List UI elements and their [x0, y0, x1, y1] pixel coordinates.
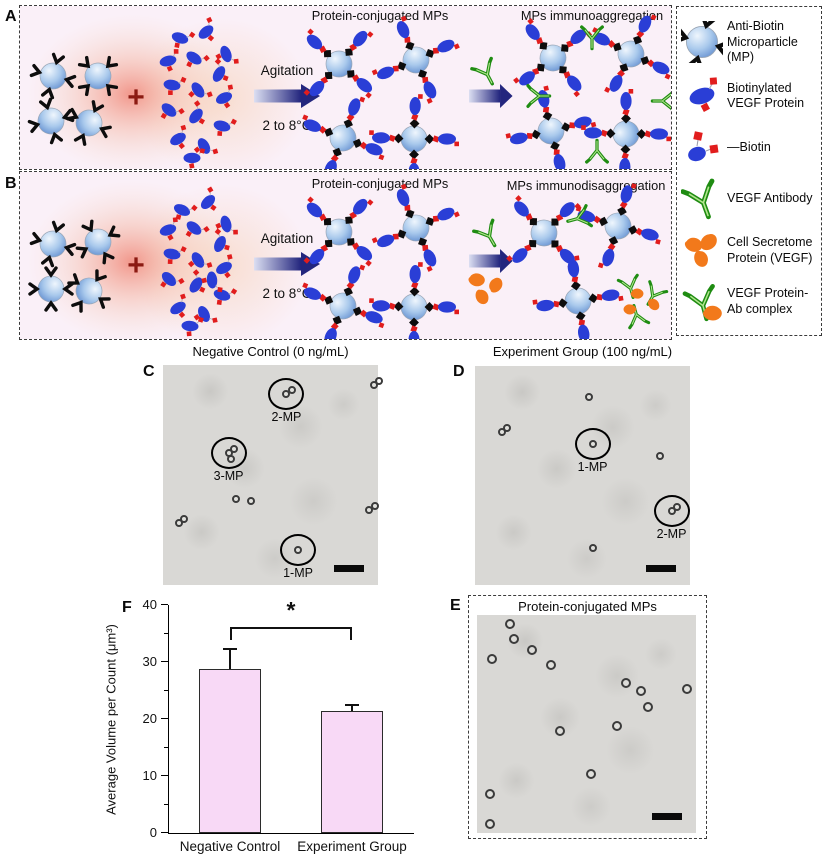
panel-a-box: + Agitation 2 to 8°C Protein-conjugated … [19, 5, 672, 170]
annotation-label: 2-MP [656, 526, 687, 541]
anti-biotin-microparticle-icon [681, 21, 723, 63]
bar [199, 668, 261, 833]
conjugated-mps-title: Protein-conjugated MPs [312, 176, 449, 191]
legend-item-biotin: —Biotin [681, 127, 817, 169]
panel-c-micrograph: 2-MP 3-MP 1-MP [163, 365, 384, 585]
sigstar: * [286, 596, 296, 623]
immunodisaggregation-title: MPs immunodisaggregation [507, 178, 666, 193]
annotation-label: 3-MP [213, 468, 244, 483]
biotinylated-vegf-protein-icon [684, 75, 723, 116]
legend-item-microparticle: Anti-Biotin Microparticle (MP) [681, 19, 817, 66]
temperature-label: 2 to 8°C [263, 118, 312, 133]
temperature-label: 2 to 8°C [263, 286, 312, 301]
panel-f-chart: F Average Volume per Count (μm³) 0 10 20 30… [95, 595, 440, 857]
panel-e-letter: E [450, 597, 461, 614]
legend-label: Cell Secretome Protein (VEGF) [727, 234, 813, 265]
legend-label-text: Biotin [739, 139, 771, 154]
plot-area: 0 10 20 30 40 Negative Control Experiment Grou… [143, 597, 414, 854]
panel-f-letter: F [122, 599, 132, 616]
legend-label: VEGF Protein-Ab complex [727, 286, 809, 316]
biotin-icon [688, 130, 719, 161]
errcap [223, 647, 237, 650]
annotation-circle [268, 378, 305, 411]
yticklabel: 20 [142, 711, 157, 726]
legend-label: Biotinylated VEGF Protein [727, 80, 805, 111]
legend-label: VEGF Antibody [727, 191, 813, 206]
ytick [161, 832, 168, 834]
y-axis-label: Average Volume per Count (μm³) [103, 624, 119, 815]
annotation-label: 1-MP [577, 459, 608, 474]
plus-sign: + [127, 81, 145, 114]
reaction-glow-2 [134, 184, 310, 339]
panel-c-title: Negative Control (0 ng/mL) [192, 344, 349, 359]
annotation-circle [280, 533, 317, 566]
xticklabel: Negative Control [179, 839, 281, 854]
errcap [345, 704, 359, 707]
annotation-label: 2-MP [271, 410, 302, 425]
bracket [230, 626, 352, 640]
legend-label: —Biotin [727, 140, 771, 156]
conjugated-mps-title: Protein-conjugated MPs [312, 8, 449, 23]
yticklabel: 10 [142, 768, 157, 783]
panel-e-micrograph [477, 615, 696, 833]
panel-d-title: Experiment Group (100 ng/mL) [492, 344, 673, 359]
errline [229, 648, 231, 669]
legend-connector: — [727, 139, 740, 154]
legend-item-antibody: VEGF Antibody [681, 178, 817, 220]
panel-b-letter: B [5, 175, 17, 192]
panel-d-letter: D [453, 363, 465, 380]
annotation-circle [574, 427, 611, 460]
ytick [164, 633, 168, 634]
legend-box: Anti-Biotin Microparticle (MP) Biotinyla… [676, 6, 822, 336]
ytick [161, 661, 168, 663]
xticklabel: Experiment Group [297, 839, 407, 854]
scale-bar [334, 565, 364, 572]
vegf-protein-ab-complex-icon [681, 281, 723, 323]
errline [351, 705, 353, 712]
scale-bar [646, 565, 676, 572]
scale-bar [652, 813, 682, 820]
ytick [164, 747, 168, 748]
ytick [161, 718, 168, 720]
yticklabel: 30 [142, 654, 157, 669]
legend-item-secretome: Cell Secretome Protein (VEGF) [681, 230, 817, 272]
cell-secretome-protein-icon [683, 230, 721, 269]
yticklabel: 40 [142, 597, 157, 612]
panel-b-box: + Agitation 2 to 8°C Protein-conjugated … [19, 171, 672, 340]
panel-e-box: Protein-conjugated MPs [468, 595, 707, 839]
panel-a-schematic: + Agitation 2 to 8°C Protein-conjugated … [20, 6, 671, 169]
ytick [164, 804, 168, 805]
legend-item-complex: VEGF Protein-Ab complex [681, 281, 817, 323]
plus-sign: + [127, 249, 145, 282]
panel-b-schematic: + Agitation 2 to 8°C Protein-conjugated … [20, 172, 671, 339]
panel-a-letter: A [5, 8, 17, 25]
vegf-antibody-icon [681, 178, 723, 220]
bar [321, 711, 383, 833]
agitation-label: Agitation [261, 231, 314, 246]
agitation-label: Agitation [261, 63, 314, 78]
ytick [161, 604, 168, 606]
annotation-label: 1-MP [283, 565, 313, 580]
yticklabel: 0 [149, 825, 157, 840]
annotation-circle [210, 436, 247, 469]
panel-e-title: Protein-conjugated MPs [518, 599, 657, 614]
immunoaggregation-title: MPs immunoaggregation [521, 8, 663, 23]
ytick [164, 690, 168, 691]
panel-c-letter: C [143, 363, 155, 380]
legend-label: Anti-Biotin Microparticle (MP) [727, 19, 798, 65]
panel-d-micrograph: 1-MP 2-MP [475, 366, 690, 585]
legend-item-biotinylated-protein: Biotinylated VEGF Protein [681, 75, 817, 117]
ytick [161, 775, 168, 777]
annotation-circle [653, 494, 690, 527]
